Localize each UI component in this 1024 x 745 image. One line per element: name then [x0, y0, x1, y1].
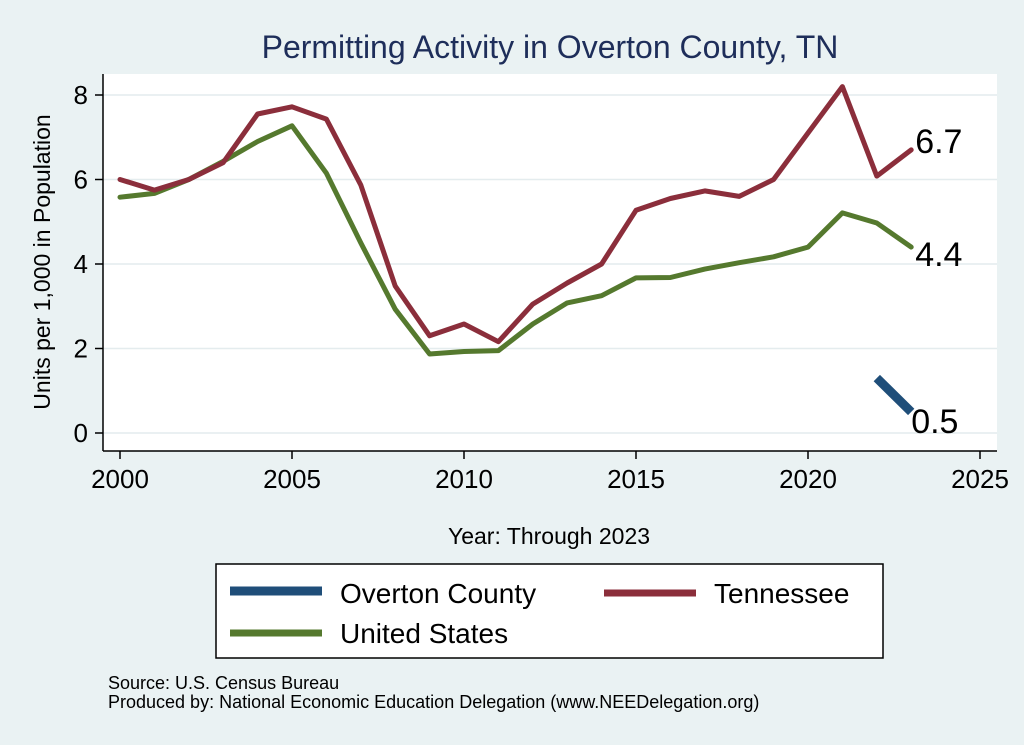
end-label-united-states: 4.4 [915, 236, 962, 274]
y-tick-label-2: 2 [74, 334, 88, 364]
gridlines [103, 94, 997, 434]
legend-label-united-states: United States [340, 618, 508, 649]
legend-box [215, 563, 884, 659]
series-lines [117, 84, 915, 416]
x-tick-label-2000: 2000 [91, 464, 149, 494]
series-line-united-states [117, 123, 914, 357]
x-tick-label-2025: 2025 [951, 464, 1009, 494]
y-tick-label-4: 4 [74, 249, 88, 279]
y-tick-label-6: 6 [74, 165, 88, 195]
axes: 0 2 4 6 8 2000 2005 2010 2015 2020 2025 [74, 74, 1009, 494]
x-tick-label-2020: 2020 [779, 464, 837, 494]
legend-label-overton-county: Overton County [340, 578, 536, 609]
legend-label-tennessee: Tennessee [714, 578, 849, 609]
y-axis-title: Units per 1,000 in Population [29, 114, 55, 409]
end-label-tennessee: 6.7 [915, 123, 962, 161]
y-tick-label-0: 0 [74, 418, 88, 448]
y-tick-label-8: 8 [74, 80, 88, 110]
x-tick-label-2005: 2005 [263, 464, 321, 494]
chart-title: Permitting Activity in Overton County, T… [262, 29, 839, 65]
end-labels: 4.4 6.7 0.5 [911, 123, 962, 441]
x-tick-label-2010: 2010 [435, 464, 493, 494]
end-label-overton-county: 0.5 [911, 403, 958, 441]
x-tick-label-2015: 2015 [607, 464, 665, 494]
series-line-tennessee [117, 84, 914, 345]
produced-by-note: Produced by: National Economic Education… [108, 692, 759, 712]
plot-area [103, 74, 997, 451]
series-line-overton-county [873, 374, 915, 416]
x-axis-title: Year: Through 2023 [448, 523, 650, 549]
legend: Overton County Tennessee United States [215, 563, 884, 659]
source-note: Source: U.S. Census Bureau [108, 673, 339, 693]
